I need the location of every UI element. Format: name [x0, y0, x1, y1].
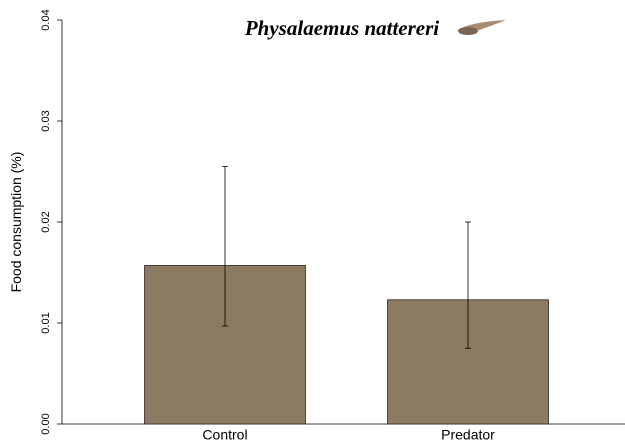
x-tick-label: Predator	[441, 427, 495, 443]
tadpole-body	[458, 27, 478, 35]
y-tick-label: 0.00	[40, 413, 52, 434]
y-tick-label: 0.03	[40, 110, 52, 131]
x-tick-label: Control	[202, 427, 247, 443]
chart: Physalaemus nattereri Food consumption (…	[0, 0, 625, 443]
y-tick-label: 0.01	[40, 312, 52, 333]
chart-title: Physalaemus nattereri	[244, 16, 439, 40]
y-tick-label: 0.02	[40, 211, 52, 232]
y-axis-label: Food consumption (%)	[8, 152, 24, 293]
page: Physalaemus nattereri Food consumption (…	[0, 0, 625, 443]
y-tick-label: 0.04	[40, 9, 52, 30]
tadpole-icon	[458, 20, 506, 35]
